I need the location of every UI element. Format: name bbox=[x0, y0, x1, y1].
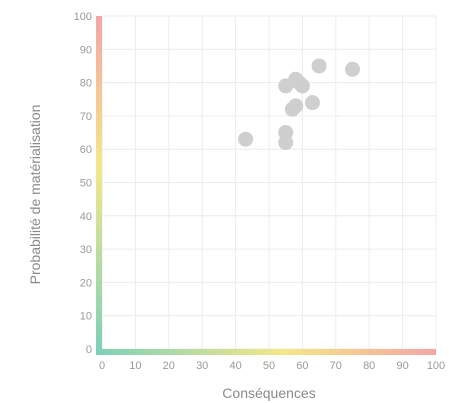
data-point bbox=[294, 78, 310, 94]
x-axis-ticks: 0 10 20 30 40 50 60 70 80 90 100 bbox=[99, 360, 445, 372]
y-axis-gradient-bar bbox=[96, 16, 102, 349]
x-tick-label: 20 bbox=[163, 360, 175, 372]
y-axis-ticks: 0 10 20 30 40 50 60 70 80 90 100 bbox=[74, 11, 92, 356]
y-tick-label: 0 bbox=[86, 344, 92, 356]
x-tick-label: 0 bbox=[99, 360, 105, 372]
y-tick-label: 90 bbox=[80, 44, 92, 56]
x-tick-label: 40 bbox=[229, 360, 241, 372]
x-tick-label: 30 bbox=[196, 360, 208, 372]
y-tick-label: 50 bbox=[80, 178, 92, 190]
grid bbox=[101, 15, 437, 350]
y-tick-label: 20 bbox=[80, 277, 92, 289]
x-tick-label: 70 bbox=[330, 360, 342, 372]
y-tick-label: 60 bbox=[80, 144, 92, 156]
y-tick-label: 80 bbox=[80, 78, 92, 90]
y-tick-label: 10 bbox=[80, 311, 92, 323]
x-axis-title: Conséquences bbox=[222, 385, 315, 401]
y-tick-label: 70 bbox=[80, 111, 92, 123]
y-tick-label: 30 bbox=[80, 244, 92, 256]
data-point bbox=[238, 131, 254, 147]
data-point bbox=[288, 98, 304, 114]
data-point bbox=[345, 61, 360, 77]
x-tick-label: 90 bbox=[396, 360, 408, 372]
x-axis-gradient-bar bbox=[96, 349, 436, 355]
data-point bbox=[311, 58, 327, 74]
x-tick-label: 100 bbox=[427, 360, 445, 372]
y-axis-title: Probabilité de matérialisation bbox=[27, 105, 43, 285]
x-tick-label: 80 bbox=[363, 360, 375, 372]
x-tick-label: 10 bbox=[129, 360, 141, 372]
y-tick-label: 40 bbox=[80, 211, 92, 223]
data-point bbox=[304, 95, 320, 111]
data-point bbox=[278, 125, 294, 141]
x-tick-label: 50 bbox=[263, 360, 275, 372]
x-tick-label: 60 bbox=[296, 360, 308, 372]
data-points bbox=[238, 58, 360, 151]
y-tick-label: 100 bbox=[74, 11, 92, 23]
